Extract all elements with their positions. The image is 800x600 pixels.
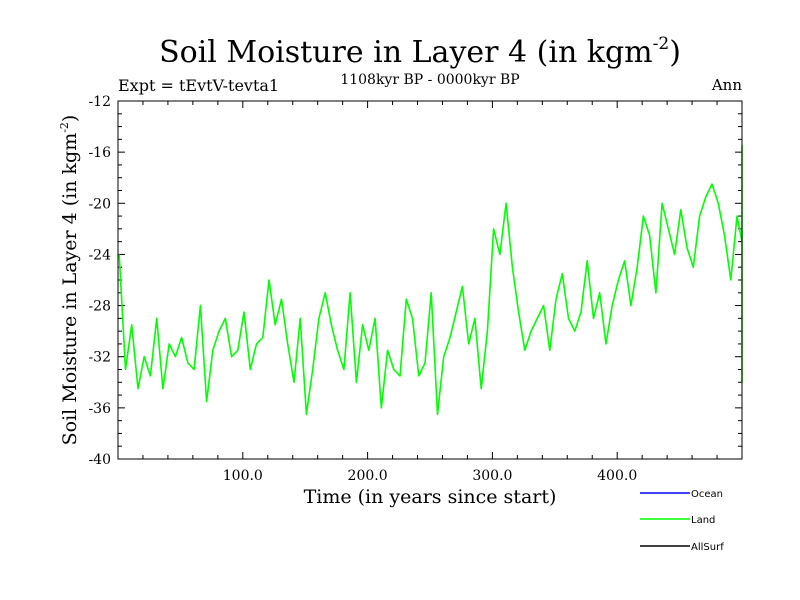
- x-tick-label: 100.0: [223, 468, 263, 484]
- x-axis-label: Time (in years since start): [304, 486, 557, 508]
- legend-label-ocean: Ocean: [691, 489, 723, 500]
- y-tick-label: -20: [88, 196, 111, 212]
- chart-title: Soil Moisture in Layer 4 (in kgm-2): [159, 34, 681, 70]
- y-tick-label: -28: [88, 299, 111, 315]
- x-tick-label: 300.0: [472, 468, 512, 484]
- y-tick-label: -12: [88, 94, 111, 110]
- legend: Ocean Land AllSurf: [640, 489, 724, 553]
- season-label: Ann: [711, 76, 742, 94]
- y-tick-label: -40: [88, 452, 111, 468]
- y-tick-label: -24: [88, 247, 111, 263]
- y-tick-label: -36: [88, 401, 111, 417]
- chart-subtitle: 1108kyr BP - 0000kyr BP: [340, 72, 519, 88]
- expt-label: Expt = tEvtV-tevta1: [118, 76, 279, 95]
- x-tick-label: 400.0: [597, 468, 637, 484]
- legend-label-land: Land: [691, 515, 715, 526]
- plot-area: -40 -36 -32 -28 -24 -20 -16 -12 100.0 200.0 300.0 4…: [88, 94, 743, 484]
- x-tick-label: 200.0: [348, 468, 388, 484]
- y-tick-label: -32: [88, 350, 111, 366]
- y-tick-label: -16: [88, 145, 111, 161]
- plot-frame: [117, 100, 743, 460]
- y-axis-label: Soil Moisture in Layer 4 (in kgm-2): [58, 115, 81, 446]
- legend-label-allsurf: AllSurf: [691, 542, 724, 553]
